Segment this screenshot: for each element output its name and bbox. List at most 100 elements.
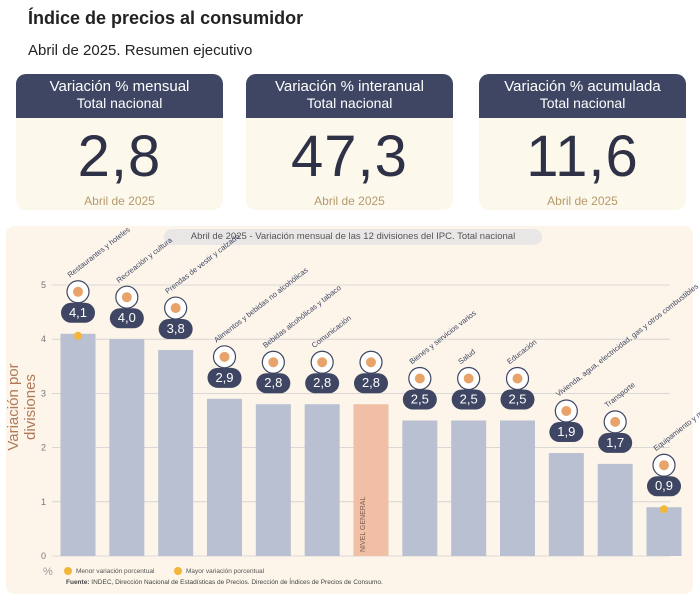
card-value: 2,8	[77, 124, 162, 189]
value-badge	[158, 319, 193, 340]
category-label: Transporte	[603, 380, 637, 409]
data-label: 2,8	[264, 375, 282, 390]
value-badge	[109, 308, 144, 329]
data-label: 1,7	[606, 435, 624, 450]
y-tick-label: 4	[41, 334, 46, 344]
data-label: 2,9	[215, 370, 233, 385]
value-badge	[207, 367, 242, 388]
bottle-icon	[268, 357, 279, 368]
appliance-icon	[659, 460, 669, 471]
data-label: 2,8	[313, 375, 331, 390]
card-date: Abril de 2025	[547, 194, 618, 208]
legend-label: Mayor variación porcentual	[186, 567, 265, 575]
bar	[60, 333, 96, 556]
card-header: Variación % acumulada Total nacional	[479, 74, 686, 118]
bar	[304, 404, 340, 556]
value-badge	[256, 373, 291, 394]
razor-icon	[414, 373, 425, 384]
category-label: Alimentos y bebidas no alcohólicas	[212, 265, 310, 344]
cutlery-icon	[73, 286, 83, 297]
card-accumulated: Variación % acumulada Total nacional 11,…	[479, 74, 686, 210]
bar	[500, 420, 535, 556]
value-badge	[549, 422, 584, 443]
page-title: Índice de precios al consumidor	[28, 8, 304, 28]
bar	[402, 420, 438, 556]
value-badge	[598, 432, 633, 453]
data-label: 1,9	[557, 424, 575, 439]
min-marker	[74, 331, 82, 340]
y-axis-unit: %	[43, 566, 53, 578]
source-label: Fuente:	[66, 579, 90, 586]
value-badge	[305, 373, 340, 394]
value-badge	[402, 389, 437, 410]
data-label: 4,1	[69, 305, 87, 320]
beach-icon	[121, 292, 132, 303]
bar	[158, 350, 194, 556]
phone-icon	[317, 357, 328, 368]
lightbulb-icon	[561, 406, 572, 417]
value-badge	[647, 476, 681, 497]
bar	[109, 339, 145, 556]
data-label: 0,9	[655, 478, 673, 493]
bar	[255, 404, 291, 556]
bar	[548, 453, 584, 556]
bar	[207, 398, 242, 556]
y-tick-label: 2	[41, 443, 46, 453]
category-label: Prendas de vestir y calzado	[163, 232, 241, 296]
category-label: Vivienda, agua, electricidad, gas y otro…	[554, 282, 700, 399]
bar	[451, 420, 487, 556]
card-value: 11,6	[526, 124, 639, 189]
category-label: Comunicación	[310, 313, 353, 349]
category-label: Recreación y cultura	[115, 235, 175, 285]
card-scope: Total nacional	[306, 95, 393, 111]
category-label: Equipamiento y mantenimiento del hogar	[652, 361, 700, 452]
source-text: INDEC, Dirección Nacional de Estadística…	[91, 579, 383, 586]
max-marker	[660, 505, 668, 514]
category-label: Educación	[505, 337, 538, 366]
basket-icon	[366, 357, 376, 368]
data-label: 2,5	[411, 392, 429, 407]
shirt-icon	[170, 303, 181, 314]
page-subtitle: Abril de 2025. Resumen ejecutivo	[28, 42, 253, 59]
medical-cross-icon	[463, 373, 474, 384]
data-label: 2,8	[362, 375, 380, 390]
data-label: 2,5	[460, 392, 478, 407]
legend-marker-icon	[174, 567, 182, 575]
card-date: Abril de 2025	[84, 194, 155, 208]
legend-item-min: Menor variación porcentual	[64, 567, 154, 575]
bar	[353, 404, 389, 556]
y-tick-label: 3	[41, 388, 46, 398]
source-note: Fuente: INDEC, Dirección Nacional de Est…	[66, 579, 383, 586]
card-scope: Total nacional	[539, 95, 626, 111]
bar	[646, 507, 682, 556]
data-label: 4,0	[118, 310, 136, 325]
card-header: Variación % mensual Total nacional	[16, 74, 223, 118]
value-badge	[500, 389, 535, 410]
y-tick-label: 1	[41, 497, 46, 507]
value-badge	[451, 389, 486, 410]
y-tick-label: 0	[41, 551, 46, 561]
chart-title: Abril de 2025 - Variación mensual de las…	[164, 229, 542, 245]
card-header: Variación % interanual Total nacional	[246, 74, 453, 118]
legend-item-max: Mayor variación porcentual	[174, 567, 264, 575]
data-label: 3,8	[167, 321, 185, 336]
legend-label: Menor variación porcentual	[76, 567, 155, 575]
legend-marker-icon	[64, 567, 72, 575]
category-label: NIVEL GENERAL	[360, 497, 367, 552]
card-monthly: Variación % mensual Total nacional 2,8 A…	[16, 74, 223, 210]
card-yearly: Variación % interanual Total nacional 47…	[246, 74, 453, 210]
card-label: Variación % acumulada	[504, 78, 661, 95]
groceries-icon	[219, 351, 230, 362]
card-scope: Total nacional	[76, 95, 163, 111]
value-badge	[61, 302, 95, 323]
bar	[597, 463, 633, 556]
card-label: Variación % interanual	[275, 78, 424, 95]
value-badge	[354, 373, 388, 394]
card-value: 47,3	[291, 124, 408, 189]
data-label: 2,5	[508, 392, 526, 407]
bus-icon	[610, 416, 621, 427]
card-label: Variación % mensual	[49, 78, 190, 95]
card-date: Abril de 2025	[314, 194, 385, 208]
